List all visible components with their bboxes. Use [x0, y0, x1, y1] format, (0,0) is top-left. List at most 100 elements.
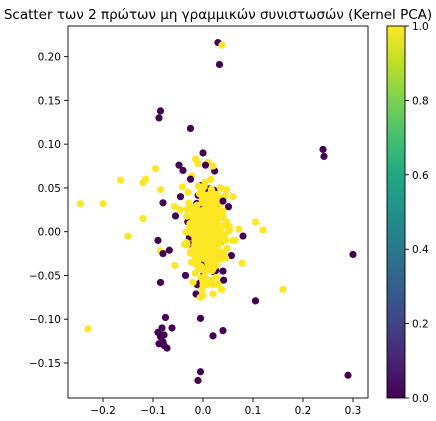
data-point [182, 272, 189, 279]
data-point [214, 281, 221, 288]
data-point [252, 297, 259, 304]
data-point [159, 250, 166, 257]
data-point [199, 292, 206, 299]
data-point [202, 162, 209, 169]
y-tick-label: −0.05 [29, 270, 61, 282]
y-tick-label: 0.15 [38, 95, 61, 107]
x-tick-label: 0.3 [345, 405, 362, 417]
data-point-core [223, 186, 230, 193]
data-point-core [195, 212, 202, 219]
data-point [139, 179, 146, 186]
data-point-core [204, 246, 211, 253]
colorbar-tick-label: 0.6 [412, 170, 429, 182]
data-point [219, 197, 226, 204]
colorbar: 0.0 0.2 0.4 0.6 0.8 1.0 [387, 21, 429, 405]
data-point-core [187, 249, 194, 256]
data-point [219, 267, 226, 274]
data-point [320, 153, 327, 160]
data-point [209, 162, 216, 169]
y-tick-label: 0.10 [38, 139, 61, 151]
data-point-core [200, 183, 207, 190]
data-point [222, 254, 229, 261]
data-point-core [204, 259, 211, 266]
x-tick-label: 0.2 [295, 405, 312, 417]
data-point [172, 212, 179, 219]
data-point [349, 251, 356, 258]
data-point [279, 286, 286, 293]
data-point-core [183, 206, 190, 213]
data-point-core [211, 245, 218, 252]
data-point [252, 218, 259, 225]
data-point [159, 338, 166, 345]
colorbar-tick-label: 0.8 [412, 95, 429, 107]
data-point [235, 225, 242, 232]
data-point [218, 42, 225, 49]
y-tick-label: 0.00 [38, 227, 61, 239]
colorbar-tick-label: 0.4 [412, 244, 429, 256]
data-point [194, 377, 201, 384]
colorbar-gradient [387, 26, 405, 398]
data-point [344, 372, 351, 379]
colorbar-tick-label: 0.0 [412, 393, 429, 405]
data-point [154, 237, 161, 244]
data-point [157, 186, 164, 193]
colorbar-tick-label: 1.0 [412, 21, 429, 33]
data-point [239, 232, 246, 239]
data-point [197, 368, 204, 375]
data-point [259, 226, 266, 233]
chart-title: Scatter των 2 πρώτων μη γραμμικών συνιστ… [4, 7, 432, 23]
data-point [157, 107, 164, 114]
data-point-core [212, 262, 219, 269]
data-point-core [214, 202, 221, 209]
data-point-core [202, 198, 209, 205]
data-point-core [223, 218, 230, 225]
data-point [197, 315, 204, 322]
y-tick-label: −0.10 [29, 314, 61, 326]
data-point-core [176, 206, 183, 213]
data-point-core [171, 262, 178, 269]
x-tick-label: 0.0 [195, 405, 212, 417]
data-point-core [183, 242, 190, 249]
data-point-core [223, 245, 230, 252]
data-point [184, 189, 191, 196]
data-point [77, 200, 84, 207]
data-point-core [212, 274, 219, 281]
data-point-core [207, 176, 214, 183]
data-point-core [192, 244, 199, 251]
data-point [209, 290, 216, 297]
data-point [177, 193, 184, 200]
data-point [139, 215, 146, 222]
data-point [168, 324, 175, 331]
data-point-core [209, 219, 216, 226]
data-point-core [206, 191, 213, 198]
data-point-core [193, 203, 200, 210]
data-point [229, 193, 236, 200]
data-point [84, 325, 91, 332]
data-point-core [179, 183, 186, 190]
data-point [124, 232, 131, 239]
data-point-core [200, 265, 207, 272]
colorbar-tick-label: 0.2 [412, 319, 429, 331]
data-point [219, 327, 226, 334]
data-point-core [197, 191, 204, 198]
data-point [187, 125, 194, 132]
y-tick-label: 0.05 [38, 183, 61, 195]
data-point-core [192, 269, 199, 276]
data-point [319, 146, 326, 153]
data-point [199, 149, 206, 156]
data-point [238, 260, 245, 267]
data-point [189, 279, 196, 286]
data-point [216, 61, 223, 68]
data-point [179, 167, 186, 174]
data-point [117, 176, 124, 183]
data-point [162, 314, 169, 321]
data-point-core [185, 199, 192, 206]
x-tick-label: −0.2 [90, 405, 116, 417]
y-tick-label: 0.20 [38, 52, 61, 64]
plot-area [68, 26, 368, 398]
data-point-core [166, 247, 173, 254]
x-tick-label: 0.1 [245, 405, 262, 417]
data-point [159, 199, 166, 206]
points-group [77, 39, 357, 384]
